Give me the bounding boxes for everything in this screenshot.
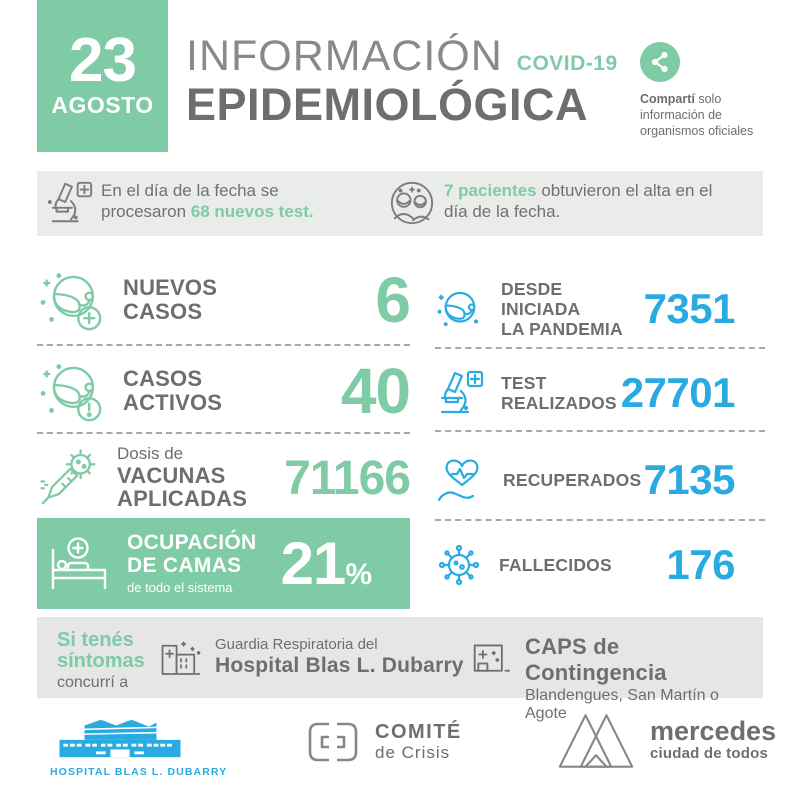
syringe-virus-icon bbox=[37, 447, 99, 509]
caps-building-icon bbox=[469, 640, 513, 678]
date-day: 23 bbox=[69, 25, 137, 95]
masked-face-alert-icon bbox=[37, 357, 105, 425]
daily-tests-highlight: 68 nuevos test. bbox=[190, 201, 314, 221]
occupancy-box: OCUPACIÓN DE CAMAS de todo el sistema 21… bbox=[37, 518, 410, 609]
stat-value: 176 bbox=[666, 541, 735, 588]
stat-desde-pandemia: DESDE INICIADA LA PANDEMIA 7351 bbox=[435, 270, 765, 348]
hospital-logo-label: HOSPITAL BLAS L. DUBARRY bbox=[50, 766, 228, 778]
stat-label: Dosis de VACUNAS APLICADAS bbox=[117, 443, 248, 512]
mercedes-line1: mercedes bbox=[650, 716, 777, 746]
guardia-info: Guardia Respiratoria del Hospital Blas L… bbox=[215, 636, 464, 678]
occupancy-line1: OCUPACIÓN bbox=[127, 531, 257, 555]
divider bbox=[37, 344, 410, 346]
occupancy-label: OCUPACIÓN DE CAMAS de todo el sistema bbox=[127, 531, 257, 595]
stat-label-line1: CASOS bbox=[123, 366, 203, 392]
stat-label: CASOS ACTIVOS bbox=[123, 367, 222, 415]
stat-label-line1: NUEVOS bbox=[123, 275, 218, 301]
title-line2: EPIDEMIOLÓGICA bbox=[186, 79, 589, 130]
stat-recuperados: RECUPERADOS 7135 bbox=[435, 440, 765, 520]
page-title: INFORMACIÓN COVID-19 EPIDEMIOLÓGICA bbox=[186, 32, 618, 131]
daily-alta-suffix: obtuvieron el alta en el día de la fecha… bbox=[444, 181, 713, 221]
symptoms-callout: Si tenés síntomas concurrí a bbox=[57, 630, 145, 692]
share-icon bbox=[640, 42, 680, 82]
symptoms-line1: Si tenés bbox=[57, 629, 134, 651]
stat-label-line1: RECUPERADOS bbox=[503, 469, 642, 490]
stat-label: FALLECIDOS bbox=[499, 555, 612, 575]
stat-label-pre: Dosis de bbox=[117, 443, 184, 463]
stat-value: 6 bbox=[375, 264, 411, 336]
stat-nuevos-casos: NUEVOS CASOS 6 bbox=[37, 256, 411, 344]
guardia-name: Hospital Blas L. Dubarry bbox=[215, 654, 464, 677]
comite-line2: de Crisis bbox=[375, 742, 451, 762]
caps-info: CAPS de Contingencia Blandengues, San Ma… bbox=[525, 634, 763, 723]
title-line1: INFORMACIÓN bbox=[186, 32, 503, 80]
mercedes-logo: mercedes ciudad de todos bbox=[556, 708, 776, 772]
stat-casos-activos: CASOS ACTIVOS 40 bbox=[37, 350, 411, 432]
share-note-bold: Compartí bbox=[640, 92, 695, 106]
share-note: Compartí solo información de organismos … bbox=[640, 92, 758, 140]
comite-text: COMITÉ de Crisis bbox=[375, 720, 462, 763]
masked-face-plus-icon bbox=[37, 266, 105, 334]
comite-line1: COMITÉ bbox=[375, 720, 462, 743]
microscope-icon bbox=[46, 179, 94, 227]
symptoms-banner: Si tenés síntomas concurrí a Guardia Res… bbox=[37, 617, 763, 722]
stat-fallecidos: FALLECIDOS 176 bbox=[435, 528, 765, 602]
daily-tests-prefix: En el día de la fecha se procesaron bbox=[101, 181, 279, 221]
stat-label-line1: DESDE INICIADA bbox=[501, 278, 581, 319]
daily-tests-text: En el día de la fecha se procesaron 68 n… bbox=[101, 181, 356, 222]
microscope-icon bbox=[435, 368, 485, 418]
daily-banner: En el día de la fecha se procesaron 68 n… bbox=[37, 171, 763, 236]
title-covid-tag: COVID-19 bbox=[516, 52, 618, 75]
daily-alta-highlight: 7 pacientes bbox=[444, 181, 537, 200]
stat-value: 27701 bbox=[620, 369, 736, 416]
stat-label-line1: FALLECIDOS bbox=[499, 554, 612, 575]
stat-label-line2: APLICADAS bbox=[117, 486, 248, 512]
guardia-pre: Guardia Respiratoria del bbox=[215, 636, 378, 653]
stat-label: RECUPERADOS bbox=[503, 470, 641, 490]
occupancy-sub: de todo el sistema bbox=[127, 579, 233, 595]
share-note-rest: solo información de organismos oficiales bbox=[640, 92, 754, 138]
stat-value: 7351 bbox=[643, 285, 736, 332]
virus-icon bbox=[435, 541, 483, 589]
stat-label-line1: TEST bbox=[501, 372, 547, 393]
stat-label-line2: REALIZADOS bbox=[501, 393, 617, 413]
date-month: AGOSTO bbox=[51, 92, 154, 119]
mercedes-line2: ciudad de todos bbox=[650, 745, 769, 762]
stat-label: DESDE INICIADA LA PANDEMIA bbox=[501, 279, 644, 339]
stat-test-realizados: TEST REALIZADOS 27701 bbox=[435, 355, 765, 431]
divider bbox=[435, 430, 765, 432]
divider bbox=[435, 347, 765, 349]
divider bbox=[37, 432, 410, 434]
stat-label-line1: VACUNAS bbox=[117, 462, 226, 488]
occupancy-number: 21 bbox=[280, 530, 347, 597]
comite-logo: COMITÉ de Crisis bbox=[305, 719, 462, 765]
occupancy-unit: % bbox=[345, 558, 372, 591]
mercedes-text: mercedes ciudad de todos bbox=[650, 716, 777, 763]
caps-name: CAPS de Contingencia bbox=[525, 634, 667, 685]
stat-label: NUEVOS CASOS bbox=[123, 276, 217, 324]
occupancy-line2: DE CAMAS bbox=[127, 554, 242, 577]
caps-sub: Blandengues, San Martín o Agote bbox=[525, 687, 719, 722]
stat-vacunas: Dosis de VACUNAS APLICADAS 71166 bbox=[37, 438, 411, 518]
daily-alta-text: 7 pacientes obtuvieron el alta en el día… bbox=[444, 181, 734, 222]
symptoms-line2: síntomas bbox=[57, 650, 145, 672]
stat-label-line2: LA PANDEMIA bbox=[501, 319, 623, 340]
patients-icon bbox=[388, 179, 436, 227]
hospital-logo: HOSPITAL BLAS L. DUBARRY bbox=[50, 713, 228, 778]
hospital-bed-icon bbox=[47, 535, 111, 593]
stat-label: TEST REALIZADOS bbox=[501, 373, 617, 413]
occupancy-value: 21% bbox=[281, 529, 372, 598]
stat-value: 40 bbox=[340, 355, 411, 427]
heart-hand-icon bbox=[435, 454, 487, 506]
stat-value: 71166 bbox=[284, 451, 411, 505]
symptoms-line3: concurrí a bbox=[57, 674, 129, 691]
date-box: 23 AGOSTO bbox=[37, 0, 168, 152]
masked-face-icon bbox=[435, 284, 485, 334]
hospital-building-icon bbox=[157, 637, 205, 681]
stat-label-line2: ACTIVOS bbox=[123, 390, 223, 415]
divider bbox=[435, 519, 765, 521]
stat-label-line2: CASOS bbox=[123, 299, 203, 324]
stat-value: 7135 bbox=[643, 456, 736, 503]
